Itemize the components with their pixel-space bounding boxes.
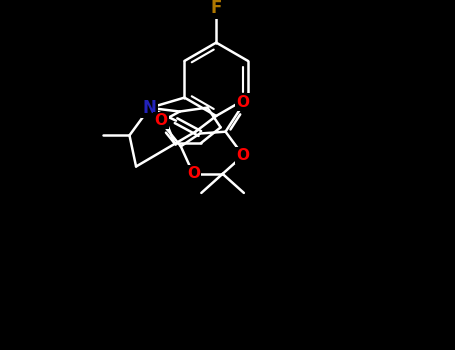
- Text: N: N: [143, 99, 157, 117]
- Text: O: O: [237, 95, 249, 110]
- Text: F: F: [211, 0, 222, 18]
- Text: O: O: [237, 148, 250, 163]
- Text: O: O: [154, 113, 167, 128]
- Text: O: O: [187, 166, 200, 181]
